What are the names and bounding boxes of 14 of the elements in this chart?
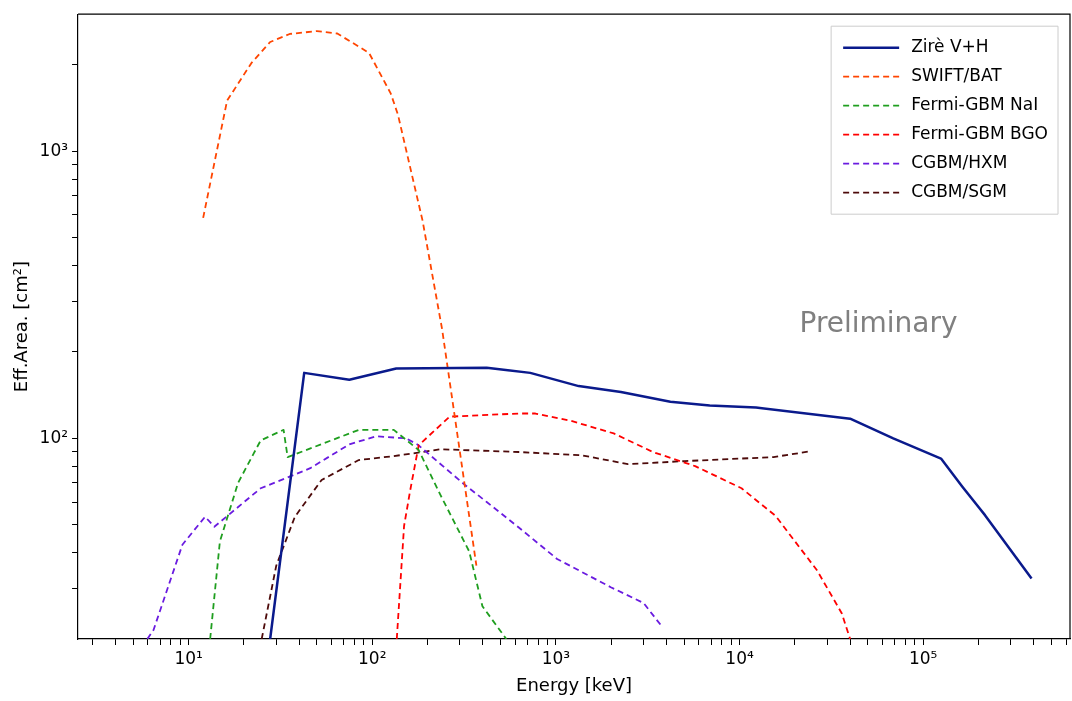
legend-label: Fermi-GBM NaI (911, 94, 1039, 115)
x-tick-label: 10² (358, 647, 387, 668)
legend-label: Fermi-GBM BGO (911, 123, 1049, 144)
x-tick-label: 10³ (541, 647, 571, 668)
legend-label: CGBM/SGM (911, 181, 1007, 202)
y-axis-title: Eff.Area. [cm²] (10, 261, 32, 393)
x-tick-label: 10⁵ (908, 647, 938, 668)
legend-label: Zirè V+H (911, 36, 989, 57)
x-axis-title: Energy [keV] (516, 673, 633, 695)
x-tick-label: 10⁴ (725, 647, 754, 668)
legend-label: CGBM/HXM (911, 152, 1008, 173)
annotation: Preliminary (799, 306, 958, 340)
x-tick-label: 10¹ (174, 647, 203, 668)
legend-label: SWIFT/BAT (911, 65, 1003, 86)
